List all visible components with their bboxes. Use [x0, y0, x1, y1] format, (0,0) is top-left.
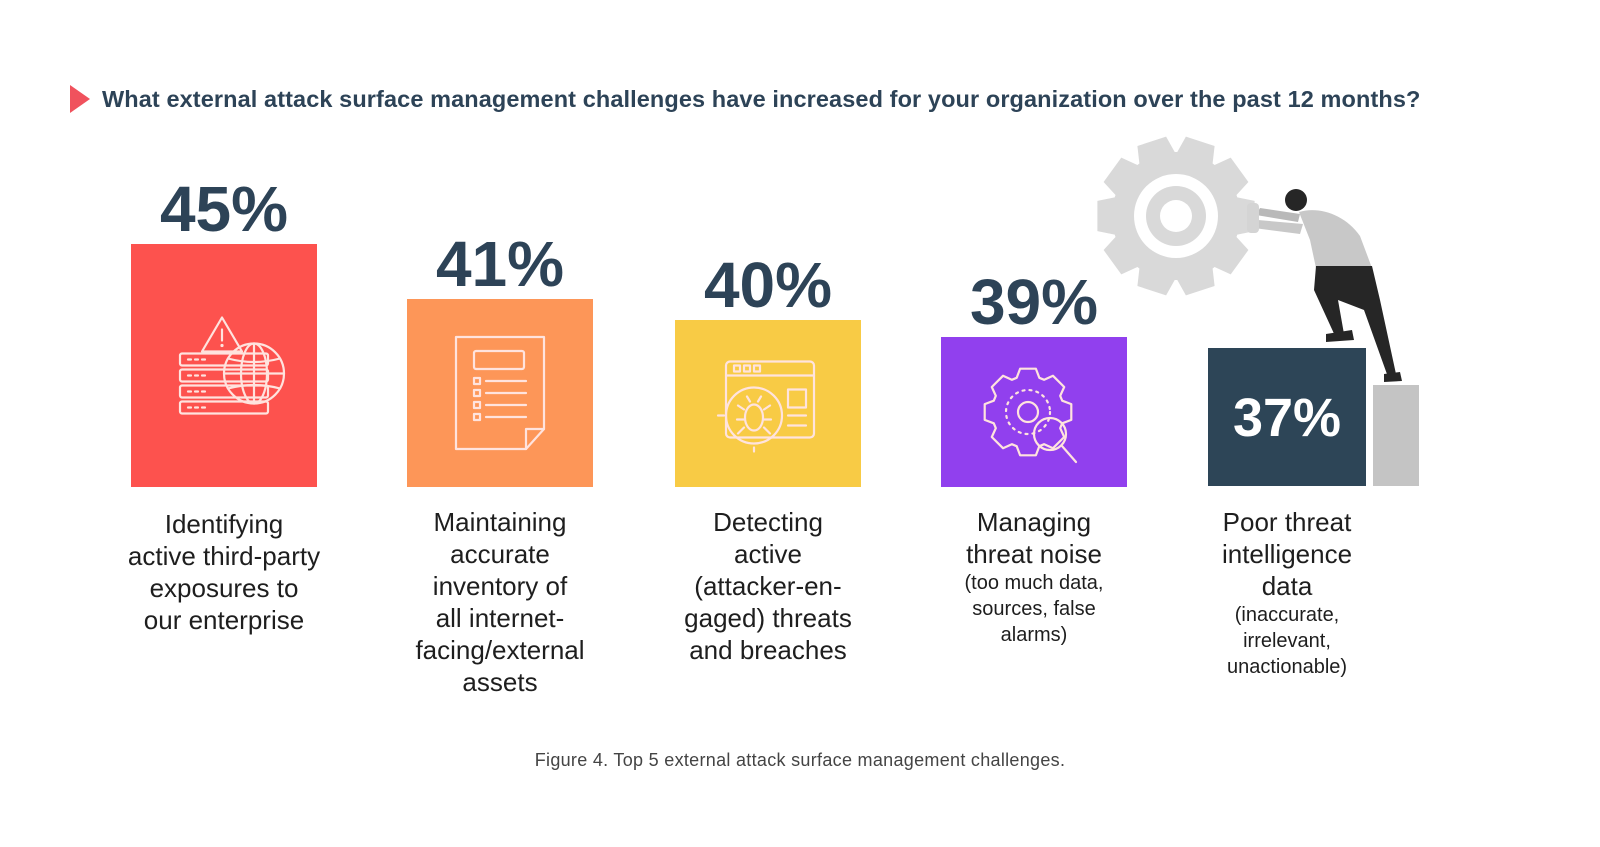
category-label-line: gaged) threats	[684, 603, 852, 633]
category-label: Identifying active third-party exposures t…	[99, 508, 349, 636]
data-label: 37%	[1233, 388, 1341, 448]
pillar	[1373, 385, 1419, 486]
bug-target-browser-icon	[716, 360, 816, 453]
category-label-line: and breaches	[689, 635, 847, 665]
data-label: 45%	[160, 173, 288, 245]
category-label-line: Identifying	[164, 509, 284, 539]
category-label-line: accurate	[450, 539, 550, 569]
document-list-icon	[454, 335, 546, 451]
data-label: 40%	[704, 249, 832, 321]
category-label-line: Maintaining	[433, 507, 567, 537]
category-label-detail: (inaccurate,	[1234, 604, 1340, 626]
category-label: Poor threat intelligence data (inaccurate, i…	[1162, 506, 1412, 680]
category-label: Detecting active (attacker-en-gaged) threa…	[643, 506, 893, 666]
category-label-line: all internet-	[435, 603, 565, 633]
category-label-line: (attacker-en-	[694, 571, 842, 601]
category-label-detail: alarms)	[1000, 624, 1068, 646]
question-text: What external attack surface management …	[102, 85, 1421, 112]
gear-search-icon	[983, 367, 1078, 464]
category-label-detail: irrelevant,	[1243, 630, 1331, 652]
category-label-line: our enterprise	[143, 605, 305, 635]
category-label-line: assets	[462, 667, 538, 697]
category-label-line: facing/external	[415, 635, 585, 665]
data-label: 39%	[970, 266, 1098, 338]
category-label-line: exposures to	[149, 573, 299, 603]
category-label-detail: unactionable)	[1226, 656, 1348, 678]
category-label-line: threat noise	[966, 539, 1102, 569]
category-label-line: Detecting	[713, 507, 823, 537]
category-label-line: data	[1261, 571, 1313, 601]
figure-caption: Figure 4. Top 5 external attack surface …	[534, 750, 1066, 770]
bar	[1208, 348, 1366, 486]
category-label-line: active third-party	[127, 541, 321, 571]
bar	[675, 320, 861, 487]
category-label-line: Poor threat	[1222, 507, 1352, 537]
person-pushing-illustration	[1247, 189, 1402, 382]
server-warning-globe-icon	[178, 316, 286, 415]
category-label-line: inventory of	[432, 571, 568, 601]
data-label: 41%	[436, 228, 564, 300]
category-label-detail: sources, false	[972, 598, 1096, 620]
play-arrow-icon	[70, 85, 90, 113]
gear-icon	[1097, 136, 1255, 296]
category-label: Maintaining accurate inventory of all inter…	[375, 506, 625, 698]
decoration	[1097, 136, 1419, 486]
category-label-line: Managing	[976, 507, 1092, 537]
category-label-detail: (too much data,	[964, 572, 1104, 594]
category-label-line: active	[734, 539, 802, 569]
bar	[941, 337, 1127, 487]
category-label: Managing threat noise (too much data, sourc…	[909, 506, 1159, 648]
category-label-line: intelligence	[1221, 539, 1353, 569]
question-header: What external attack surface management …	[70, 84, 1420, 114]
